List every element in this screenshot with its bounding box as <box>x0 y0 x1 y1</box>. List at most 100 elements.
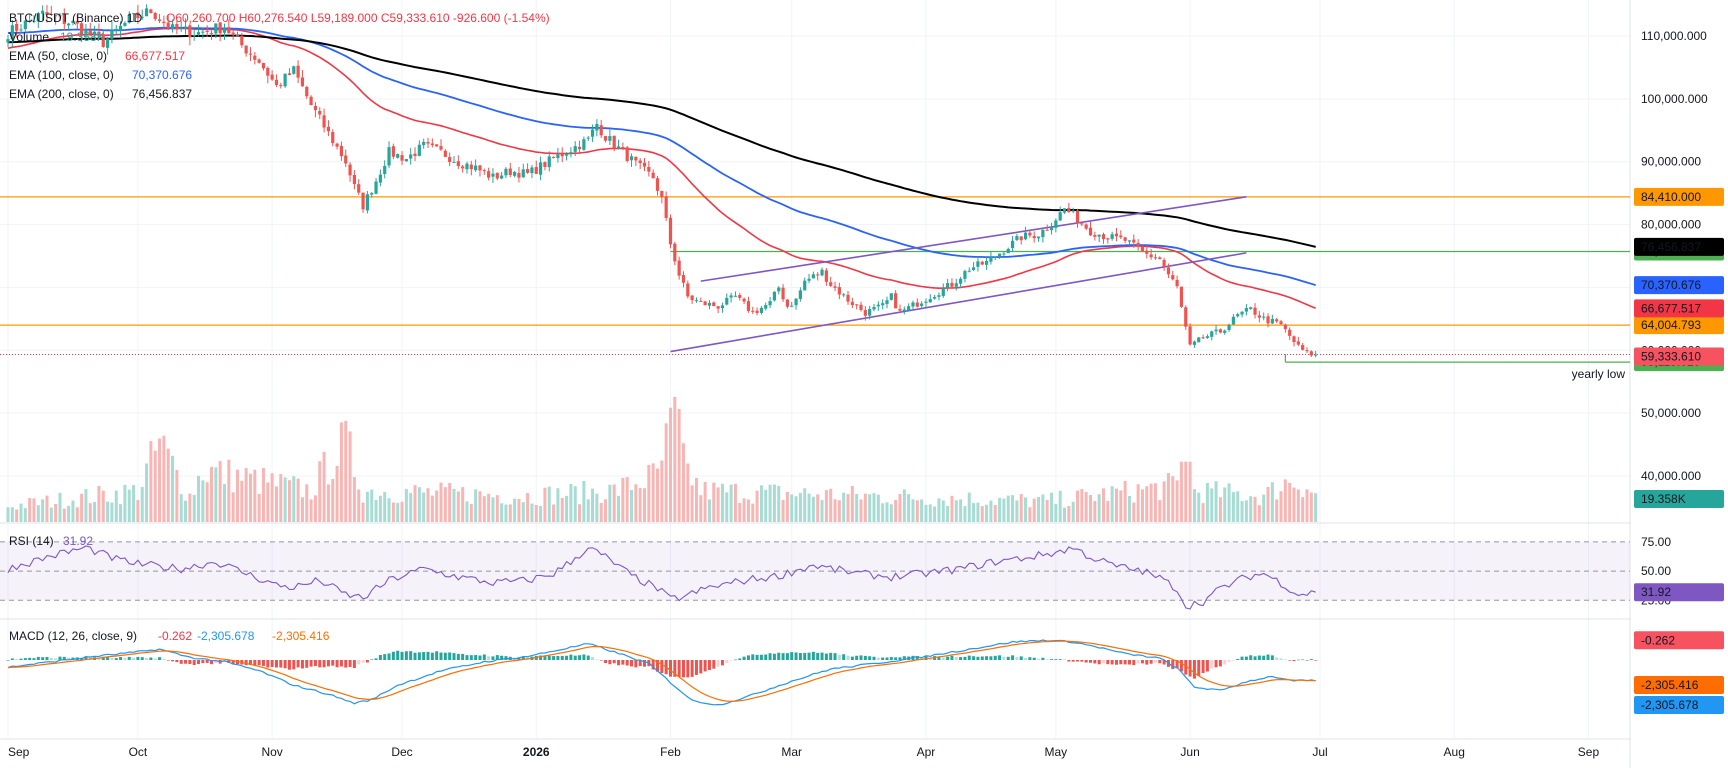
macd-hist-bar <box>725 660 729 664</box>
volume-bar <box>300 497 304 522</box>
ema50-legend-label[interactable]: EMA (50, close, 0) <box>9 49 107 63</box>
candle <box>1270 314 1274 325</box>
candle <box>720 302 725 313</box>
macd-hist-bar <box>54 658 58 660</box>
volume-legend-label[interactable]: Volume <box>9 30 49 44</box>
candle-body <box>629 156 634 161</box>
candle <box>1262 312 1266 321</box>
candle-body <box>1106 238 1110 240</box>
volume-bar <box>963 506 967 522</box>
candle-body <box>162 21 166 24</box>
candle-body <box>963 271 967 279</box>
macd-hist-bar <box>500 655 504 660</box>
candle-body <box>205 31 209 33</box>
macd-hist-bar <box>755 654 759 660</box>
candle-body <box>231 32 235 34</box>
candle <box>1002 251 1006 257</box>
macd-legend-label[interactable]: MACD (12, 26, close, 9) <box>9 629 137 643</box>
macd-hist-bar <box>417 652 421 660</box>
volume-bar <box>1153 483 1157 522</box>
candle <box>270 70 274 81</box>
candle-body <box>889 293 893 300</box>
candle-body <box>313 105 318 111</box>
candle <box>93 25 97 39</box>
candle <box>391 143 395 160</box>
volume-bar <box>1218 497 1222 522</box>
macd-hist-bar <box>1015 657 1019 660</box>
volume-bar <box>270 473 274 522</box>
macd-hist-bar <box>482 654 486 660</box>
candle <box>1110 231 1114 241</box>
price-tag-ema200: 76,456.837 <box>1634 237 1724 256</box>
candle-body <box>149 9 153 14</box>
candle <box>296 60 300 83</box>
macd-hist-bar <box>1184 660 1188 675</box>
candle <box>1236 312 1240 318</box>
macd-hist-bar <box>32 658 36 660</box>
volume-bar <box>630 490 634 522</box>
main-legend[interactable]: BTC/USDT (Binance) 1D O60,260.700 H60,27… <box>9 11 550 101</box>
macd-hist-bar <box>487 656 491 660</box>
candle-body <box>971 267 976 270</box>
candle <box>690 294 694 304</box>
candle-body <box>733 295 738 297</box>
volume-bar <box>374 500 378 522</box>
candle-body <box>1296 341 1300 345</box>
candle <box>157 13 162 24</box>
candle-body <box>500 175 504 179</box>
time-axis[interactable]: Sep Oct Nov Dec 2026 Feb Mar Apr May Jun Jul Aug Sep <box>8 745 1599 759</box>
volume-bar <box>1275 499 1279 522</box>
candle-body <box>127 15 131 23</box>
volume-bar <box>980 506 984 522</box>
price-axis[interactable]: 110,000.000 100,000.000 90,000.000 80,000.0… <box>1631 0 1728 768</box>
candle-body <box>660 190 664 198</box>
macd-hist-bar <box>937 656 941 660</box>
macd-hist-bar <box>1119 660 1123 665</box>
ema200-legend-label[interactable]: EMA (200, close, 0) <box>9 87 114 101</box>
volume-bar <box>357 489 361 522</box>
candle-body <box>170 24 175 30</box>
candle-body <box>816 274 820 276</box>
candle-body <box>257 59 261 63</box>
ema200-legend-value: 76,456.837 <box>132 87 192 101</box>
volume-bar <box>184 500 188 522</box>
candle <box>1097 234 1101 243</box>
volume-bar <box>36 505 40 522</box>
candle <box>339 141 344 161</box>
candle-body <box>790 305 794 307</box>
candle <box>820 267 824 277</box>
candle-body <box>374 181 378 194</box>
candle <box>915 298 919 308</box>
volume-bar <box>816 494 820 522</box>
macd-hist-bar <box>1028 657 1032 660</box>
candle-body <box>1292 336 1296 343</box>
candle-body <box>175 23 179 30</box>
volume-bar <box>1093 501 1097 522</box>
candle-body <box>521 169 525 178</box>
volume-bar <box>1262 494 1266 522</box>
rsi-legend-label[interactable]: RSI (14) <box>9 534 54 548</box>
macd-hist-bar <box>772 653 776 660</box>
candle <box>716 305 720 314</box>
symbol-title[interactable]: BTC/USDT (Binance) 1D <box>9 11 142 25</box>
candle-body <box>166 22 170 29</box>
ema50-line <box>7 27 1317 310</box>
macd-hist-bar <box>1214 660 1218 668</box>
macd-hist-bar <box>101 656 105 660</box>
volume-bar <box>344 420 348 522</box>
candle <box>1119 230 1123 240</box>
macd-hist-bar <box>738 658 742 660</box>
rsi-panel <box>0 541 1630 610</box>
macd-hist-bar <box>474 655 478 660</box>
candle-body <box>902 309 906 312</box>
volume-bar <box>1175 480 1179 522</box>
volume-bar <box>1041 494 1045 522</box>
ema100-legend-label[interactable]: EMA (100, close, 0) <box>9 68 114 82</box>
rsi-legend-value: 31.92 <box>63 534 93 548</box>
macd-legend[interactable]: MACD (12, 26, close, 9) -0.262 -2,305.67… <box>9 629 330 643</box>
candle-body <box>1192 341 1197 345</box>
candle-body <box>1305 350 1309 352</box>
rsi-legend[interactable]: RSI (14) 31.92 <box>9 534 93 548</box>
candle-body <box>443 150 447 157</box>
